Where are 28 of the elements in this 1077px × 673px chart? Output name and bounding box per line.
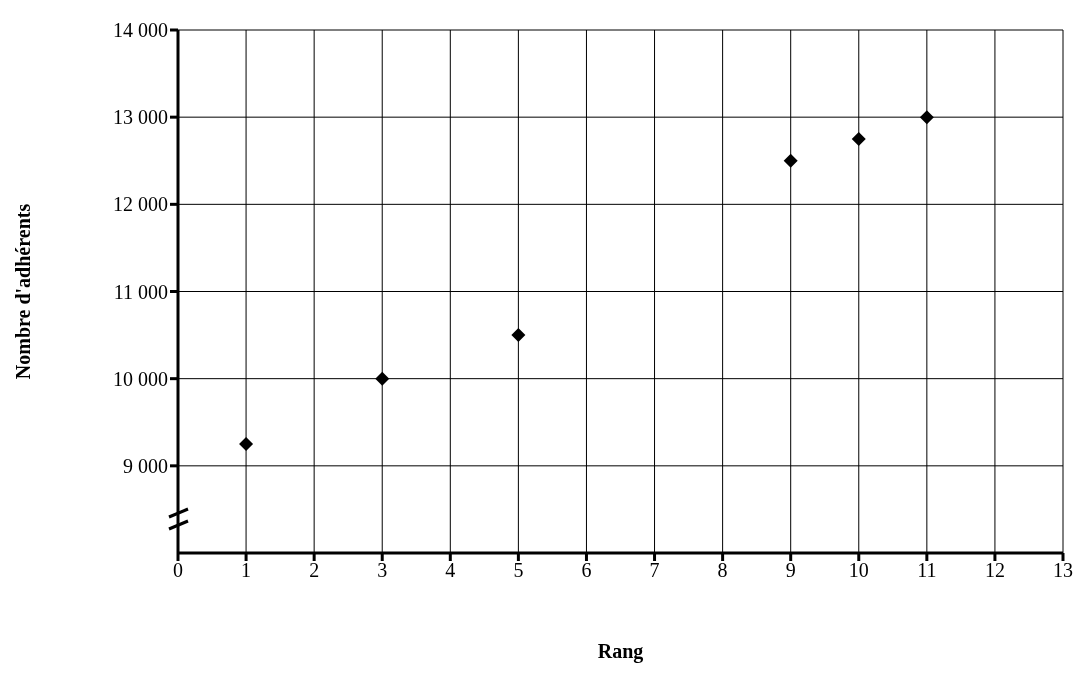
y-tick-label: 12 000 (113, 193, 168, 216)
x-tick-label: 2 (309, 559, 320, 582)
point (783, 153, 798, 168)
x-tick-label: 1 (241, 559, 252, 582)
point (851, 131, 866, 146)
x-tick-label: 5 (513, 559, 524, 582)
y-tick-label: 11 000 (113, 280, 168, 303)
y-tick-label: 10 000 (113, 367, 168, 390)
point (919, 110, 934, 125)
x-tick-label: 3 (377, 559, 388, 582)
y-tick-label: 14 000 (113, 19, 168, 42)
x-tick-label: 8 (717, 559, 728, 582)
x-axis-title: Rang (597, 640, 644, 663)
x-tick-label: 4 (445, 559, 456, 582)
x-tick-label: 11 (917, 559, 937, 582)
x-tick-label: 10 (848, 559, 869, 582)
x-tick-label: 13 (1053, 559, 1073, 582)
x-tick-label: 6 (581, 559, 592, 582)
x-tick-label: 0 (173, 559, 183, 582)
x-tick-label: 12 (984, 559, 1005, 582)
point (511, 328, 526, 343)
y-tick-label: 13 000 (113, 106, 168, 129)
y-tick-label: 9 000 (123, 454, 168, 477)
x-tick-label: 9 (785, 559, 796, 582)
point (239, 437, 254, 452)
y-axis-title: Nombre d'adhérents (12, 203, 35, 380)
x-tick-label: 7 (649, 559, 660, 582)
point (375, 371, 390, 386)
